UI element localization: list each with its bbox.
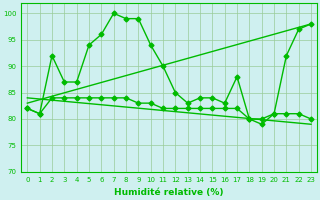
X-axis label: Humidité relative (%): Humidité relative (%) [115, 188, 224, 197]
